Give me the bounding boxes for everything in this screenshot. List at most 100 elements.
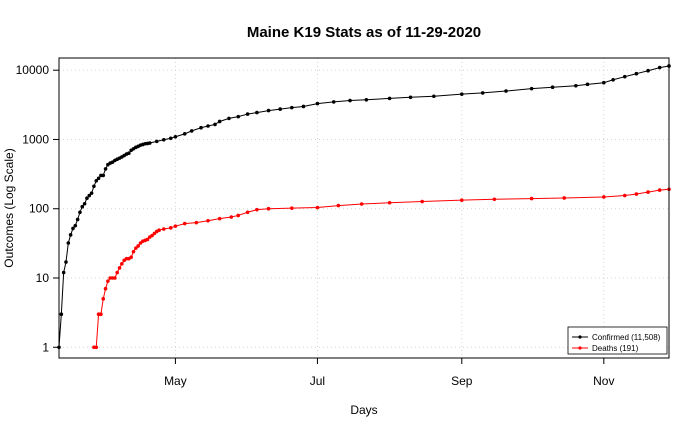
y-tick-label: 10000 [16,63,50,77]
confirmed-point [182,132,187,136]
confirmed-point [245,112,250,116]
legend-deaths-marker [578,346,582,350]
confirmed-point [96,176,101,181]
confirmed-point [255,110,259,115]
y-tick-label: 1000 [22,132,49,146]
confirmed-point [315,101,320,106]
deaths-point [194,220,199,225]
deaths-point [117,266,122,270]
confirmed-point [103,167,108,171]
deaths-point [634,192,639,196]
confirmed-point [68,233,73,237]
deaths-point [157,228,161,232]
confirmed-point [266,108,271,113]
confirmed-point [348,98,352,103]
deaths-point [459,198,464,202]
deaths-point [134,246,138,250]
y-axis-label: Outcomes (Log Scale) [2,148,16,267]
deaths-point [115,270,120,275]
confirmed-point [101,173,106,178]
deaths-point [315,205,320,210]
deaths-point [657,188,662,192]
confirmed-point [161,137,166,142]
confirmed-point [148,141,152,145]
confirmed-point [646,68,650,73]
axes-layer: May Jul Sep Nov 1 10 100 1000 10000 [16,63,615,388]
deaths-point [492,197,497,202]
deaths-point [173,224,178,228]
confirmed-point [59,312,64,317]
confirmed-point [622,74,627,79]
confirmed-point [85,196,89,200]
confirmed-point [364,98,369,102]
deaths-point [229,215,234,219]
confirmed-point [75,217,80,222]
x-axis-label: Days [350,403,377,417]
confirmed-point [657,65,662,70]
confirmed-point [89,191,94,195]
deaths-point [602,195,606,199]
confirmed-point [550,85,555,90]
x-tick-label: Sep [451,374,473,388]
x-tick-label: Jul [310,374,325,388]
confirmed-point [331,100,336,104]
legend-confirmed-marker [578,335,582,339]
confirmed-point [127,151,131,156]
deaths-point [131,249,136,254]
deaths-point [336,203,341,208]
deaths-point [120,262,124,266]
confirmed-point [432,94,436,99]
deaths-point [168,226,173,230]
confirmed-point [189,129,194,133]
confirmed-series-line [58,65,670,348]
confirmed-point [634,71,639,76]
confirmed-point [154,139,159,144]
deaths-point [99,312,103,317]
confirmed-point [173,134,178,139]
confirmed-point [585,82,590,87]
confirmed-point [611,77,615,82]
deaths-point [562,196,567,200]
confirmed-point [199,125,203,130]
deaths-point [94,345,99,350]
deaths-point [113,276,117,280]
plot-frame [58,57,670,359]
x-tick-label: May [164,374,187,388]
deaths-point [290,206,294,210]
deaths-point [236,213,241,218]
confirmed-point [206,124,210,128]
deaths-point [217,216,222,221]
confirmed-point [71,226,75,231]
deaths-point [255,207,259,212]
grid-layer [59,58,669,358]
confirmed-point [73,223,78,228]
confirmed-point [227,116,231,121]
confirmed-point [94,179,99,183]
confirmed-point [301,104,306,109]
confirmed-point [602,80,606,85]
deaths-point [387,200,392,205]
confirmed-point [387,96,392,101]
deaths-point [150,233,154,238]
deaths-point [646,190,650,194]
confirmed-point [236,114,241,119]
deaths-point [136,244,140,248]
deaths-series-line [93,188,670,348]
confirmed-point [82,201,87,206]
y-tick-label: 100 [29,202,49,216]
deaths-point [103,286,108,291]
confirmed-point [213,122,217,127]
deaths-point [145,237,150,242]
confirmed-point [78,210,82,215]
deaths-point [245,210,250,215]
confirmed-point [61,270,66,275]
legend-box [567,326,668,355]
confirmed-point [480,91,485,95]
legend-deaths-label: Deaths (191) [592,344,639,353]
confirmed-point [168,136,173,141]
chart-title: Maine K19 Stats as of 11-29-2020 [247,24,481,41]
confirmed-point [92,184,96,189]
deaths-point [420,199,425,204]
